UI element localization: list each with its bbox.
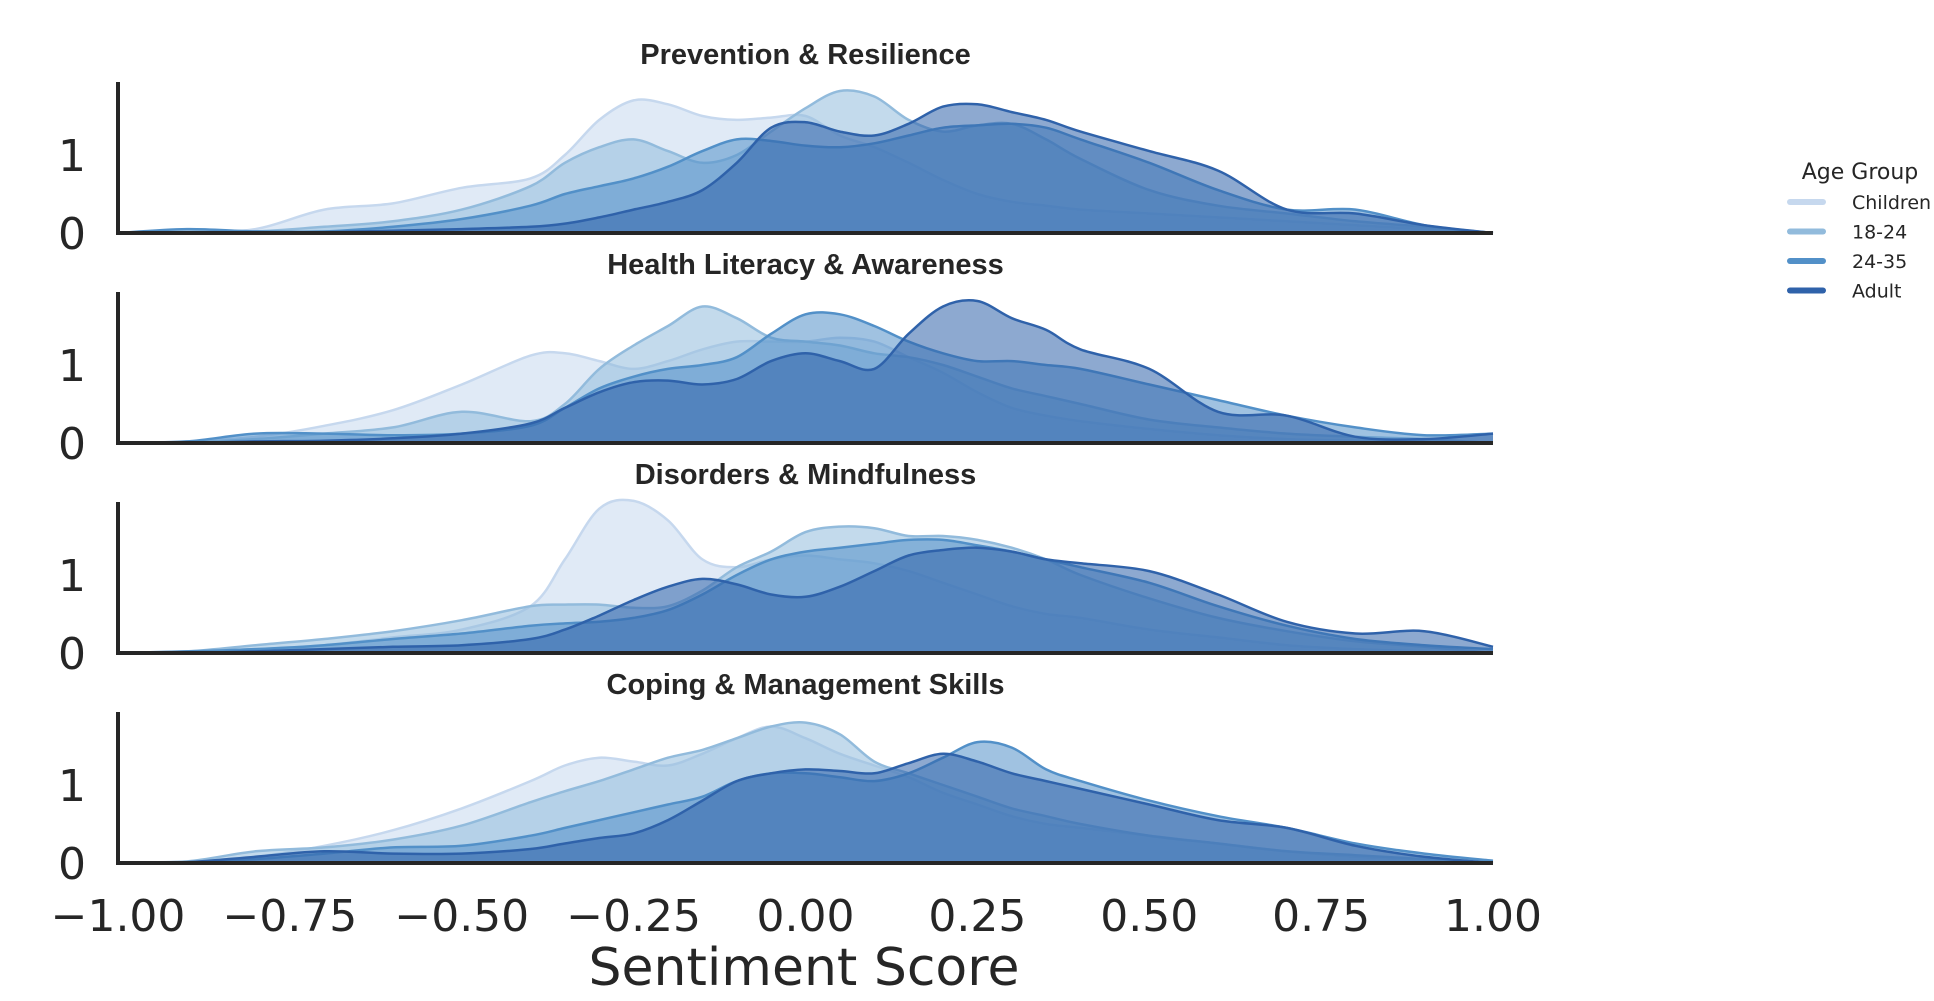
y-tick-label: 0 <box>58 209 86 260</box>
legend-label: Children <box>1852 192 1931 214</box>
density-area-adult <box>118 103 1493 234</box>
x-tick-label: −0.25 <box>566 891 701 942</box>
panel-disorders-mindfulness: Disorders & Mindfulness 0 1 <box>58 459 1494 680</box>
legend-item-18-24: 18-24 <box>1787 222 1907 244</box>
legend-label: 24-35 <box>1852 251 1907 273</box>
legend-label: Adult <box>1852 281 1902 303</box>
legend: Age Group Children 18-24 24-35 Adult <box>1787 160 1931 303</box>
y-tick-label: 1 <box>58 761 86 812</box>
density-line-adult <box>117 752 1494 865</box>
y-tick-label: 1 <box>58 341 86 392</box>
density-line-adult <box>117 546 1494 655</box>
density-area-adult <box>118 547 1493 654</box>
density-line-24-35 <box>117 311 1494 445</box>
panel-title: Health Literacy & Awareness <box>607 249 1004 281</box>
y-tick-label: 1 <box>58 551 86 602</box>
y-tick-label: 1 <box>58 131 86 182</box>
panel-coping-management-skills: Coping & Management Skills 0 1 <box>58 669 1494 890</box>
density-line-adult <box>117 299 1494 445</box>
y-tick-label: 0 <box>58 419 86 470</box>
panel-title: Coping & Management Skills <box>607 669 1005 701</box>
y-tick-label: 0 <box>58 839 86 890</box>
panel-health-literacy-awareness: Health Literacy & Awareness 0 1 <box>58 249 1494 470</box>
x-tick-label: 1.00 <box>1444 891 1542 942</box>
x-axis: −1.00 −0.75 −0.50 −0.25 0.00 0.25 0.50 0.75 1.00 <box>51 891 1542 942</box>
x-tick-label: −1.00 <box>51 891 186 942</box>
x-tick-label: 0.00 <box>757 891 855 942</box>
x-tick-label: 0.50 <box>1100 891 1198 942</box>
y-tick-label: 0 <box>58 629 86 680</box>
density-area-adult <box>118 753 1493 863</box>
legend-title: Age Group <box>1802 160 1919 185</box>
legend-item-children: Children <box>1787 192 1931 214</box>
density-area-adult <box>118 300 1493 444</box>
panel-title: Disorders & Mindfulness <box>635 459 977 491</box>
x-axis-label: Sentiment Score <box>589 938 1020 998</box>
x-tick-label: −0.75 <box>222 891 357 942</box>
x-tick-label: −0.50 <box>394 891 529 942</box>
x-tick-label: 0.25 <box>928 891 1026 942</box>
legend-item-adult: Adult <box>1787 281 1902 303</box>
legend-label: 18-24 <box>1852 222 1907 244</box>
density-line-adult <box>118 102 1494 235</box>
panel-prevention-resilience: Prevention & Resilience 0 1 <box>58 39 1494 260</box>
x-tick-label: 0.75 <box>1272 891 1370 942</box>
panel-title: Prevention & Resilience <box>640 39 970 71</box>
legend-item-24-35: 24-35 <box>1787 251 1907 273</box>
